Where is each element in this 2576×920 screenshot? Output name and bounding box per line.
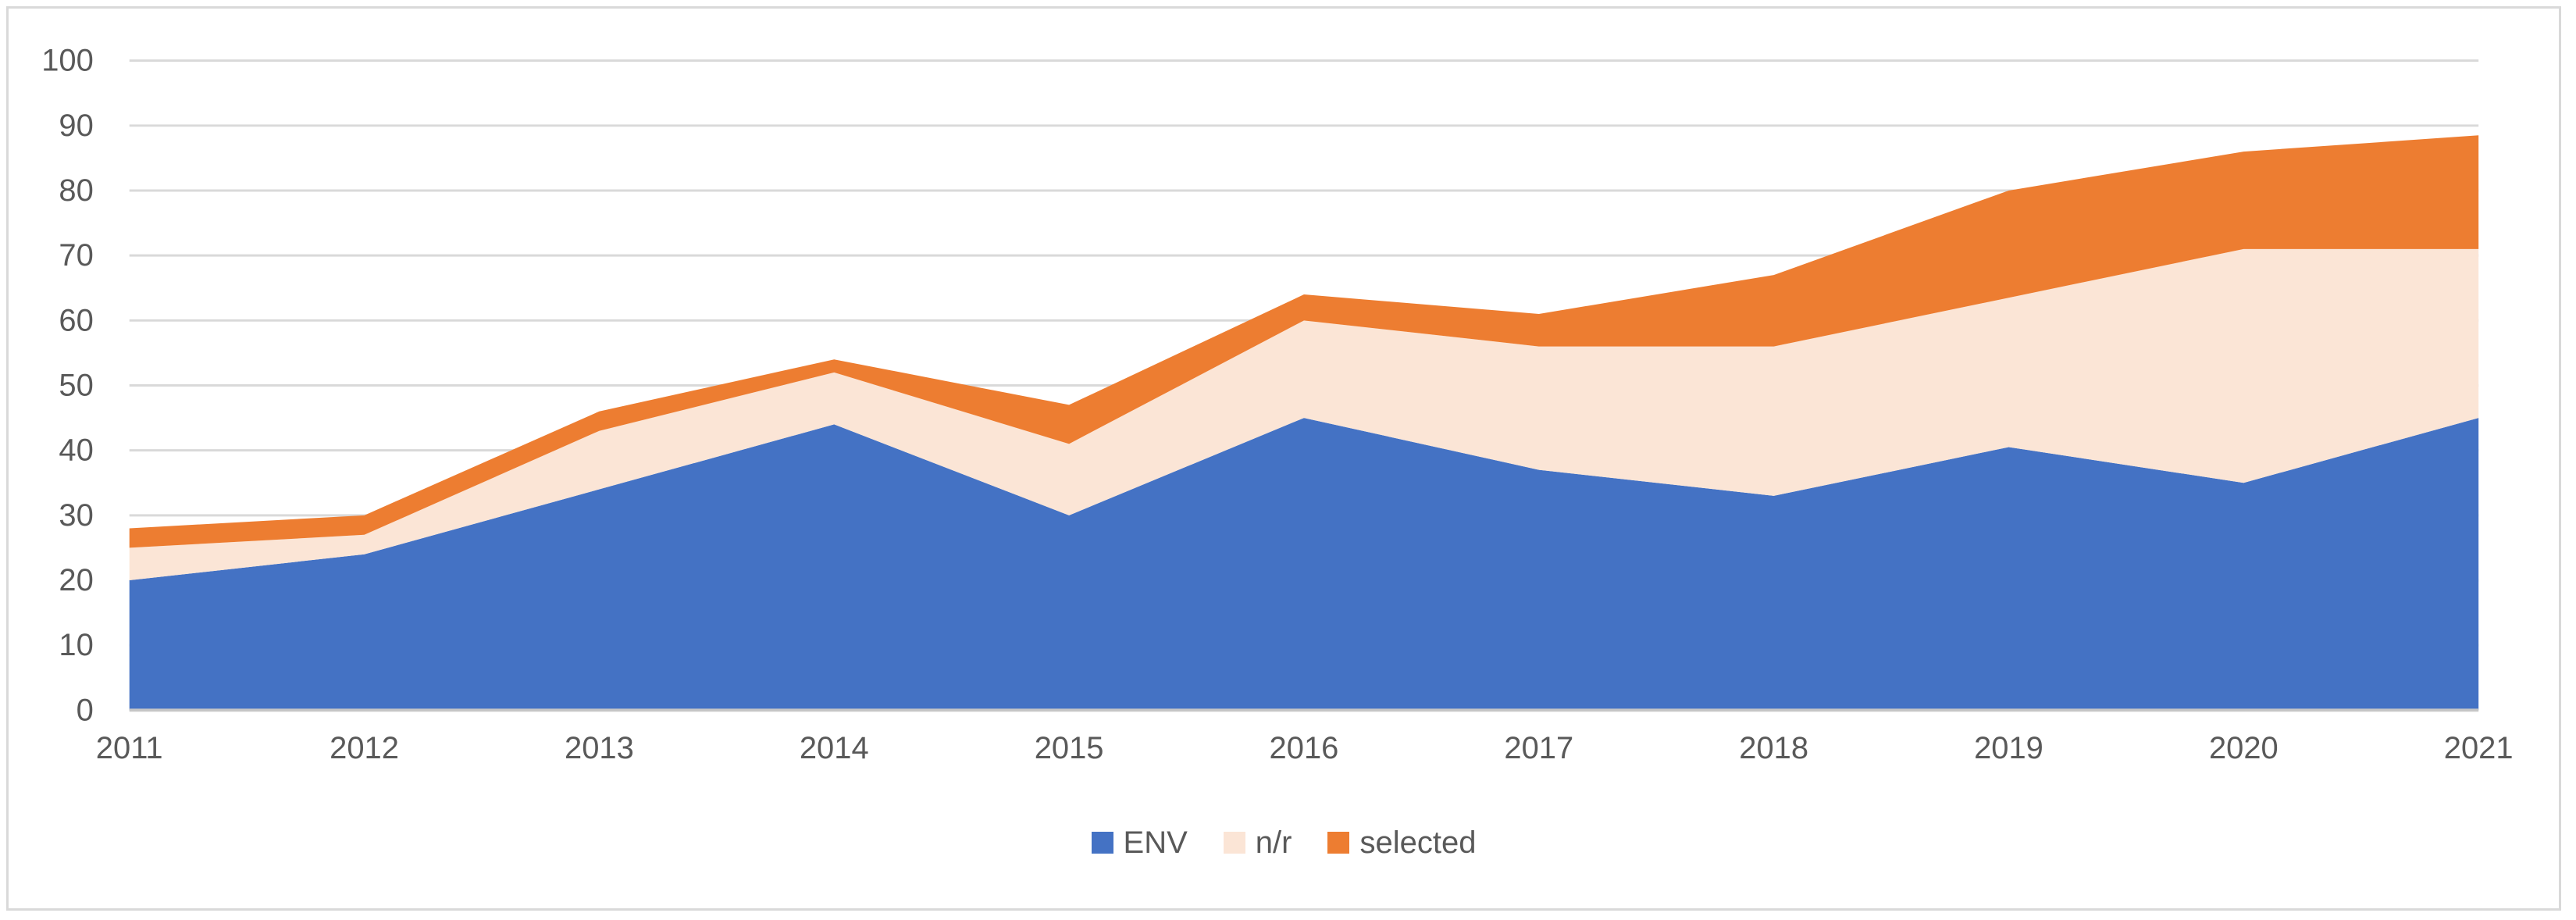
area-series-selected: [129, 135, 2479, 548]
legend-label-nr: n/r: [1255, 826, 1292, 860]
x-tick-label-2013: 2013: [565, 731, 634, 765]
x-tick-label-2015: 2015: [1035, 731, 1104, 765]
legend-swatch-selected: [1327, 832, 1350, 854]
y-tick-label-30: 30: [59, 498, 93, 533]
legend-swatch-env: [1091, 832, 1113, 854]
x-tick-label-2020: 2020: [2209, 731, 2278, 765]
legend-label-env: ENV: [1123, 826, 1188, 860]
y-tick-label-100: 100: [41, 44, 94, 78]
chart-frame: 0 10 20 30 40 50 60 70 80 90 100 2011 2012 2013 2014 20…: [6, 6, 2561, 911]
legend-item-selected: selected: [1327, 827, 1476, 858]
legend-label-selected: selected: [1359, 826, 1477, 860]
y-tick-label-60: 60: [59, 303, 93, 337]
y-tick-label-0: 0: [77, 693, 94, 727]
x-tick-label-2014: 2014: [800, 731, 869, 765]
x-tick-label-2019: 2019: [1974, 731, 2043, 765]
y-tick-label-10: 10: [59, 628, 93, 662]
x-tick-label-2011: 2011: [96, 731, 163, 765]
y-tick-label-90: 90: [59, 109, 93, 143]
x-tick-label-2021: 2021: [2444, 731, 2514, 765]
x-tick-label-2016: 2016: [1270, 731, 1339, 765]
legend-item-env: ENV: [1091, 826, 1188, 860]
area-series-n-r: [129, 248, 2479, 580]
y-tick-label-50: 50: [59, 369, 93, 403]
y-tick-label-40: 40: [59, 433, 93, 468]
legend-item-nr: n/r: [1223, 826, 1292, 860]
legend-swatch-nr: [1223, 832, 1245, 854]
x-tick-label-2018: 2018: [1739, 731, 1808, 765]
chart-legend: ENV n/r selected: [9, 827, 2559, 858]
y-tick-label-20: 20: [59, 563, 93, 597]
x-tick-label-2017: 2017: [1504, 731, 1573, 765]
x-tick-label-2012: 2012: [330, 731, 399, 765]
y-tick-label-80: 80: [59, 173, 93, 208]
area-series-env: [129, 418, 2479, 711]
y-tick-label-70: 70: [59, 238, 93, 273]
plot-area: 0 10 20 30 40 50 60 70 80 90 100 2011 2012 2013 2014 20…: [41, 44, 2514, 765]
